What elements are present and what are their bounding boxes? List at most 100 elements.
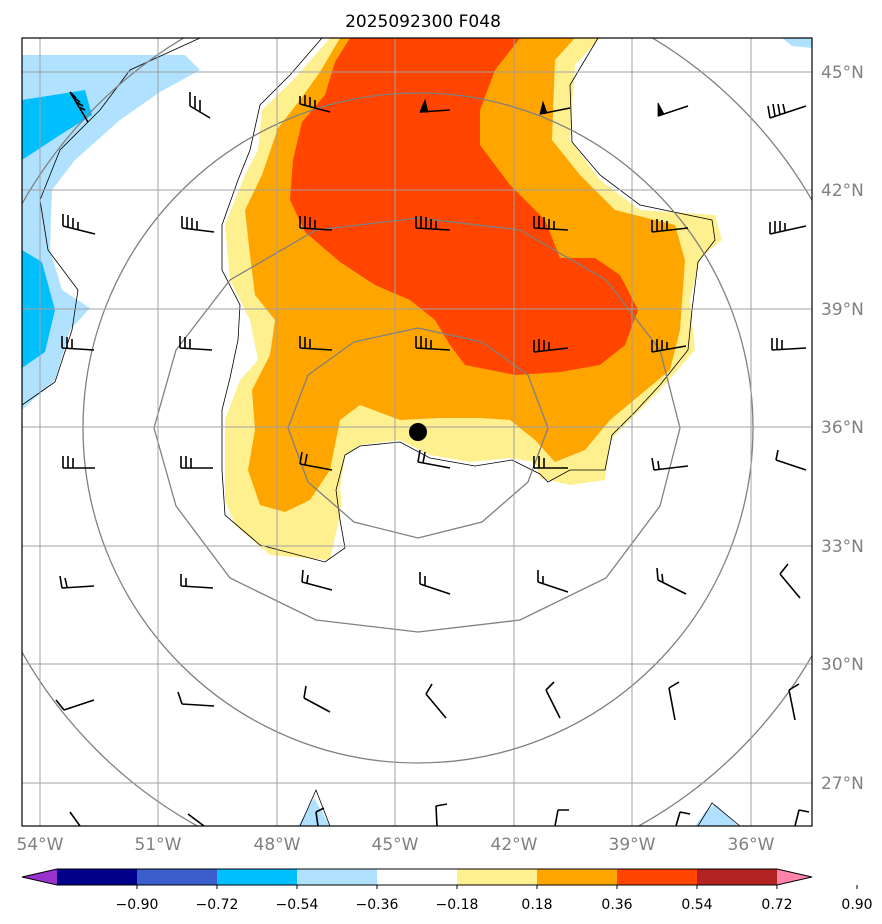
- colorbar-tick-label: 0.90: [841, 897, 872, 913]
- wind-barb: [668, 681, 680, 721]
- contour-line-blue-outline-se: [697, 802, 741, 826]
- wind-barb: [771, 338, 807, 351]
- wind-barb: [417, 449, 451, 469]
- wind-barb: [181, 216, 215, 233]
- range-ring-3: [82, 92, 754, 764]
- lat-label: 39°N: [821, 300, 864, 320]
- lon-label: 45°W: [372, 835, 419, 855]
- colorbar-outline: [21, 868, 813, 886]
- wind-barb: [303, 685, 331, 713]
- wind-barb: [315, 807, 325, 826]
- colorbar-segment: [537, 869, 618, 885]
- colorbar-segment: [697, 869, 778, 885]
- wind-barb: [533, 216, 569, 231]
- lat-label: 45°N: [821, 63, 864, 83]
- wind-barb: [537, 570, 569, 593]
- colorbar-tick-label: −0.54: [276, 897, 319, 913]
- wind-barb: [55, 699, 95, 711]
- wind-barb: [788, 683, 800, 721]
- wind-barb: [651, 339, 687, 353]
- figure-title: 2025092300 F048: [345, 12, 501, 32]
- lat-label: 42°N: [821, 181, 864, 201]
- colorbar-extend-low: [22, 869, 57, 885]
- wind-barb: [769, 221, 807, 235]
- storm-center-marker: [409, 423, 427, 441]
- wind-barb: [62, 456, 95, 469]
- wind-barb: [299, 451, 333, 471]
- wind-barb: [61, 336, 95, 351]
- wind-barb: [554, 809, 569, 826]
- wind-barb: [180, 456, 213, 469]
- colorbar-tick-label: −0.72: [196, 897, 239, 913]
- wind-barb: [533, 339, 569, 353]
- wind-barb: [435, 803, 448, 826]
- colorbar-tick-label: −0.18: [436, 897, 479, 913]
- wind-barb: [545, 681, 561, 719]
- colorbar-ticks: −0.90 −0.72 −0.54 −0.36 −0.18 0.18 0.36 0.54 0.7…: [116, 885, 873, 913]
- colorbar-tick-label: 0.18: [521, 897, 552, 913]
- wind-barb: [179, 336, 213, 351]
- wind-barb: [415, 336, 451, 351]
- wind-barb: [180, 574, 214, 589]
- colorbar-segment: [137, 869, 218, 885]
- wind-barb: [539, 100, 571, 115]
- colorbar-extend-high: [777, 869, 812, 885]
- contour-line-yellow-outline: [221, 38, 716, 563]
- range-rings: [22, 38, 812, 826]
- lon-label: 39°W: [609, 835, 656, 855]
- lat-label: 33°N: [821, 537, 864, 557]
- lat-label: 27°N: [821, 774, 864, 794]
- map-frame: [21, 37, 813, 827]
- wind-barb: [794, 809, 810, 826]
- wind-barb: [299, 95, 331, 113]
- colorbar-tick-label: −0.36: [356, 897, 399, 913]
- wind-barb: [775, 449, 807, 471]
- colorbar-tick-label: 0.54: [681, 897, 712, 913]
- wind-barb: [656, 567, 687, 595]
- lon-label: 54°W: [17, 835, 64, 855]
- wind-barb: [187, 813, 205, 826]
- wind-barb: [69, 811, 81, 826]
- colorbar-tick-label: 0.72: [761, 897, 792, 913]
- colorbar-segment: [457, 869, 538, 885]
- wind-barb: [419, 98, 451, 113]
- colorbar-segments: [22, 869, 812, 885]
- wind-barb: [69, 91, 89, 123]
- colorbar-tick-label: −0.90: [116, 897, 159, 913]
- lat-label: 36°N: [821, 418, 864, 438]
- wind-barb: [189, 92, 211, 119]
- wind-barb: [657, 102, 689, 117]
- wind-barb: [299, 216, 333, 231]
- wind-barb: [779, 563, 801, 599]
- colorbar-segment: [217, 869, 298, 885]
- wind-barb: [651, 219, 689, 233]
- range-ring-1: [287, 327, 549, 539]
- contour-fill-light-blue-ne: [782, 38, 812, 48]
- wind-barb: [299, 336, 333, 351]
- colorbar-segment: [617, 869, 698, 885]
- contour-fill-red-orange: [290, 38, 638, 375]
- wind-barb: [675, 811, 691, 826]
- latitude-axis: 45°N 42°N 39°N 36°N 33°N 30°N 27°N: [821, 63, 864, 794]
- colorbar-tick-label: 0.36: [601, 897, 632, 913]
- colorbar-segment: [297, 869, 378, 885]
- lon-label: 51°W: [135, 835, 182, 855]
- wind-barb: [177, 691, 215, 707]
- lon-label: 36°W: [728, 835, 775, 855]
- contour-fill-light-blue-s: [298, 798, 330, 826]
- wind-barb: [767, 103, 807, 119]
- range-ring-2: [153, 217, 681, 633]
- wind-barb: [62, 214, 96, 235]
- lon-label: 42°W: [491, 835, 538, 855]
- colorbar: −0.90 −0.72 −0.54 −0.36 −0.18 0.18 0.36 0.54 0.7…: [21, 868, 873, 913]
- colorbar-segment: [57, 869, 138, 885]
- graticule: [22, 38, 812, 826]
- wind-barb: [533, 456, 568, 469]
- contour-fill-light-blue-se: [695, 804, 738, 826]
- lat-label: 30°N: [821, 655, 864, 675]
- wind-barb: [419, 572, 451, 595]
- contour-fill-white-center: [340, 440, 540, 536]
- lon-label: 48°W: [254, 835, 301, 855]
- contour-line-blue-outline-s: [299, 788, 331, 826]
